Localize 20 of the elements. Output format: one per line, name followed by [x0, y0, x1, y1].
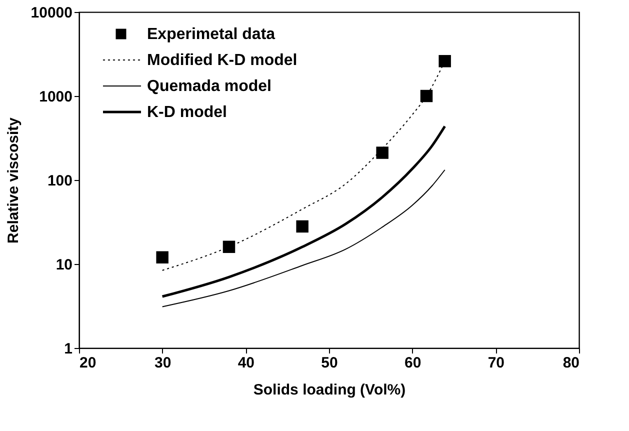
y-tick-label: 10000 — [30, 4, 72, 22]
x-tick-label: 50 — [321, 354, 338, 372]
legend-label: Experimetal data — [147, 26, 276, 43]
x-tick-label: 20 — [80, 354, 96, 372]
x-tick-label: 40 — [238, 354, 255, 372]
legend-label: Quemada model — [147, 78, 272, 95]
y-tick-label: 1000 — [39, 88, 72, 106]
y-axis-title: Relative viscosity — [4, 116, 22, 244]
line-series — [161, 125, 446, 298]
legend-label: K-D model — [147, 104, 227, 121]
x-tick-label: 70 — [488, 354, 505, 372]
y-tick-label: 1 — [64, 340, 72, 358]
y-tick-label: 100 — [47, 172, 72, 190]
x-tick-label: 30 — [154, 354, 172, 372]
legend-label: Modified K-D model — [147, 52, 298, 69]
line-series — [162, 169, 446, 308]
y-tick-label: 10 — [56, 256, 72, 274]
x-axis-title: Solids loading (Vol%) — [253, 382, 406, 398]
x-tick-label: 60 — [404, 354, 422, 372]
x-tick-label: 80 — [562, 354, 580, 372]
